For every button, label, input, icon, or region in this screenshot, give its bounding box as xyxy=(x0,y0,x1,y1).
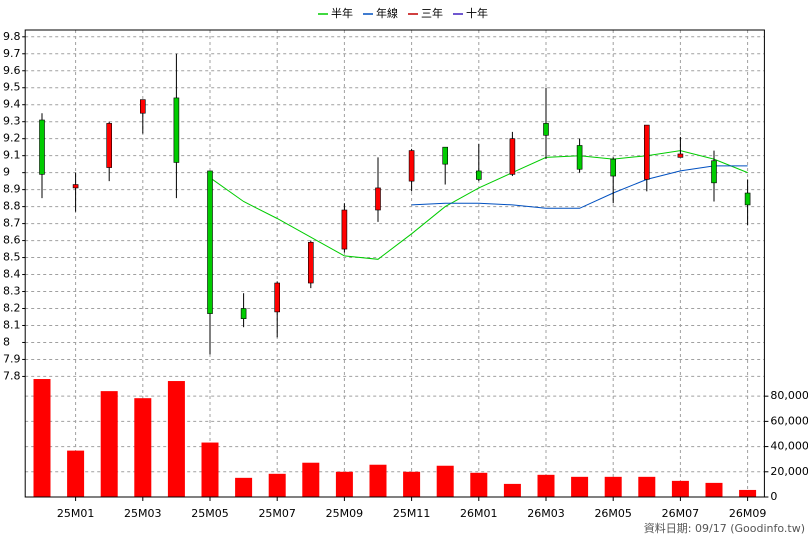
candle-body xyxy=(240,308,247,319)
candle-body xyxy=(576,145,583,170)
y-tick-label: 9.1 xyxy=(3,149,21,162)
candle-body xyxy=(173,97,180,163)
y-tick-label: 9 xyxy=(3,166,10,179)
y-tick-label: 8.9 xyxy=(3,183,21,196)
candle-body xyxy=(140,99,146,114)
volume-bar xyxy=(470,472,488,497)
x-tick-label: 25M03 xyxy=(124,507,162,520)
x-tick-label: 25M11 xyxy=(393,507,431,520)
candle-body xyxy=(677,153,684,158)
candle-body xyxy=(106,123,112,168)
y-tick-label: 7.8 xyxy=(3,369,21,382)
volume-bar xyxy=(33,379,51,497)
volume-bar xyxy=(403,471,421,497)
y-tick-label: 9.5 xyxy=(3,81,21,94)
y-tick-label: 8.6 xyxy=(3,234,21,247)
candle-body xyxy=(711,160,717,184)
legend-label: 半年 xyxy=(331,6,353,20)
volume-bar xyxy=(100,391,118,497)
candle-body xyxy=(307,241,314,284)
volume-bar xyxy=(134,398,152,497)
x-tick-label: 26M09 xyxy=(729,507,767,520)
candle-body xyxy=(509,138,516,175)
volume-bar xyxy=(604,476,622,497)
y2-tick-label: 80,000 xyxy=(770,389,808,402)
volume-bar xyxy=(503,483,521,497)
y2-tick-label: 60,000 xyxy=(770,414,808,427)
candle-body xyxy=(207,170,213,314)
volume-bar xyxy=(571,476,589,497)
x-tick-label: 26M03 xyxy=(527,507,565,520)
volume-bar xyxy=(638,476,656,497)
candle-body xyxy=(643,124,650,180)
y-tick-label: 8 xyxy=(3,335,10,348)
volume-bar xyxy=(436,465,454,497)
candle-body xyxy=(744,192,751,206)
ma-line xyxy=(411,165,748,209)
legend-label: 十年 xyxy=(466,6,488,20)
y-tick-label: 8.3 xyxy=(3,285,21,298)
y-tick-label: 9.4 xyxy=(3,98,21,111)
footnote: 資料日期: 09/17 (Goodinfo.tw) xyxy=(644,521,805,535)
ma-line xyxy=(209,150,748,260)
plot-frame xyxy=(24,29,765,498)
x-tick-label: 25M01 xyxy=(57,507,95,520)
volume-bar xyxy=(302,462,320,497)
y-tick-label: 9.6 xyxy=(3,64,21,77)
candle-body xyxy=(39,119,45,175)
y2-tick-label: 40,000 xyxy=(770,440,808,453)
y-tick-label: 9.8 xyxy=(3,30,21,43)
x-tick-label: 26M05 xyxy=(594,507,632,520)
volume-bar xyxy=(167,381,185,497)
candle-body xyxy=(610,158,617,177)
candle-body xyxy=(442,146,449,165)
legend-label: 年線 xyxy=(376,6,398,20)
candle-body xyxy=(274,282,281,313)
candle-body xyxy=(341,209,348,250)
candle-body xyxy=(475,170,482,180)
y-tick-label: 8.4 xyxy=(3,268,21,281)
volume-bar xyxy=(705,482,723,497)
y2-tick-label: 0 xyxy=(770,490,777,503)
y-tick-label: 9.2 xyxy=(3,132,21,145)
legend-label: 三年 xyxy=(421,6,443,20)
x-tick-label: 25M05 xyxy=(191,507,229,520)
volume-bar xyxy=(671,480,689,497)
volume-bar xyxy=(369,464,387,497)
candle-body xyxy=(408,150,415,182)
volume-bar xyxy=(739,489,757,497)
volume-bar xyxy=(235,477,253,497)
volume-bar xyxy=(335,471,353,497)
candle-body xyxy=(375,187,381,211)
x-tick-label: 25M07 xyxy=(258,507,296,520)
y-tick-label: 9.3 xyxy=(3,115,21,128)
y-tick-label: 8.5 xyxy=(3,251,21,264)
y-tick-label: 8.2 xyxy=(3,302,21,315)
y-tick-label: 8.1 xyxy=(3,318,21,331)
y-tick-label: 7.9 xyxy=(3,352,21,365)
y-tick-label: 8.8 xyxy=(3,200,21,213)
x-tick-label: 25M09 xyxy=(326,507,364,520)
volume-bar xyxy=(268,473,286,497)
y-tick-label: 9.7 xyxy=(3,47,21,60)
x-tick-label: 26M07 xyxy=(662,507,700,520)
volume-bar xyxy=(201,442,219,497)
volume-bar xyxy=(67,450,85,497)
candle-body xyxy=(72,184,79,189)
y2-tick-label: 20,000 xyxy=(770,465,808,478)
x-tick-label: 26M01 xyxy=(460,507,498,520)
y-tick-label: 8.7 xyxy=(3,217,21,230)
volume-bar xyxy=(537,474,555,497)
candle-body xyxy=(543,123,549,136)
